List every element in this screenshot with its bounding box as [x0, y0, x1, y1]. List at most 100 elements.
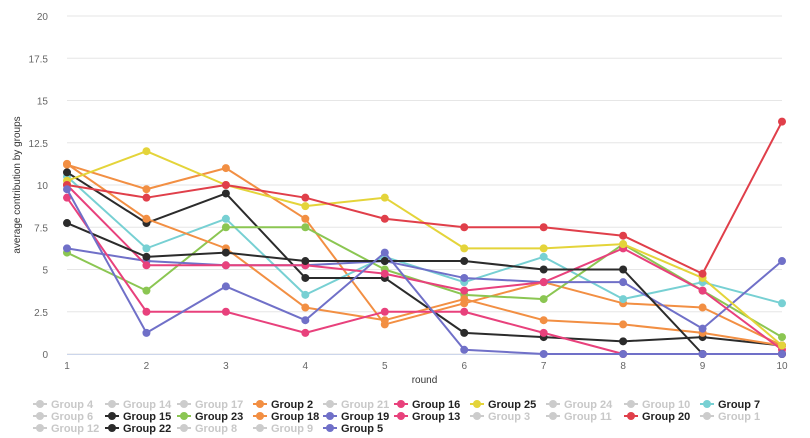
data-point[interactable] [380, 248, 389, 257]
data-point[interactable] [221, 189, 230, 198]
data-point[interactable] [221, 248, 230, 257]
data-point[interactable] [460, 345, 469, 354]
data-point[interactable] [460, 328, 469, 337]
series-group-15[interactable] [63, 168, 786, 350]
data-point[interactable] [380, 316, 389, 325]
legend-item-group-9[interactable]: Group 9 [253, 423, 313, 435]
data-point[interactable] [539, 265, 548, 274]
data-point[interactable] [460, 295, 469, 304]
data-point[interactable] [142, 244, 151, 253]
data-point[interactable] [142, 286, 151, 295]
legend-item-group-15[interactable]: Group 15 [105, 411, 171, 423]
data-point[interactable] [301, 202, 310, 211]
data-point[interactable] [539, 252, 548, 261]
legend-item-group-4[interactable]: Group 4 [33, 399, 94, 411]
legend-item-group-3[interactable]: Group 3 [470, 411, 530, 423]
data-point[interactable] [221, 214, 230, 223]
data-point[interactable] [221, 164, 230, 173]
legend-label[interactable]: Group 14 [123, 399, 172, 411]
data-point[interactable] [63, 185, 71, 194]
legend-item-group-13[interactable]: Group 13 [394, 411, 460, 423]
data-point[interactable] [539, 328, 548, 337]
data-point[interactable] [301, 316, 310, 325]
legend-label[interactable]: Group 11 [564, 411, 612, 423]
legend-label[interactable]: Group 8 [195, 423, 237, 435]
data-point[interactable] [63, 159, 71, 168]
data-point[interactable] [301, 214, 310, 223]
data-point[interactable] [301, 303, 310, 312]
legend-item-group-10[interactable]: Group 10 [624, 399, 690, 411]
legend-label[interactable]: Group 18 [271, 411, 319, 423]
legend-label[interactable]: Group 4 [51, 399, 94, 411]
data-point[interactable] [142, 185, 151, 194]
data-point[interactable] [539, 295, 548, 304]
data-point[interactable] [619, 278, 628, 287]
data-point[interactable] [460, 223, 469, 232]
data-point[interactable] [221, 261, 230, 270]
legend-item-group-16[interactable]: Group 16 [394, 399, 460, 411]
data-point[interactable] [142, 328, 151, 337]
data-point[interactable] [301, 273, 310, 282]
legend-item-group-22[interactable]: Group 22 [105, 423, 171, 435]
legend-item-group-25[interactable]: Group 25 [470, 399, 536, 411]
data-point[interactable] [460, 286, 469, 295]
data-point[interactable] [698, 286, 707, 295]
data-point[interactable] [380, 307, 389, 316]
legend-label[interactable]: Group 19 [341, 411, 389, 423]
data-point[interactable] [619, 337, 628, 346]
data-point[interactable] [539, 244, 548, 253]
data-point[interactable] [778, 333, 786, 342]
data-point[interactable] [778, 117, 786, 126]
data-point[interactable] [63, 219, 71, 228]
data-point[interactable] [301, 223, 310, 232]
legend-label[interactable]: Group 12 [51, 423, 99, 435]
legend-label[interactable]: Group 15 [123, 411, 171, 423]
legend-label[interactable]: Group 7 [718, 399, 760, 411]
data-point[interactable] [778, 299, 786, 308]
legend-item-group-1[interactable]: Group 1 [700, 411, 760, 423]
legend-item-group-5[interactable]: Group 5 [323, 423, 383, 435]
data-point[interactable] [539, 350, 548, 358]
legend-item-group-6[interactable]: Group 6 [33, 411, 93, 423]
legend-label[interactable]: Group 25 [488, 399, 536, 411]
legend-item-group-7[interactable]: Group 7 [700, 399, 760, 411]
legend-item-group-19[interactable]: Group 19 [323, 411, 389, 423]
series-group-20[interactable] [63, 117, 786, 278]
data-point[interactable] [460, 307, 469, 316]
legend-label[interactable]: Group 3 [488, 411, 530, 423]
legend-label[interactable]: Group 10 [642, 399, 690, 411]
legend-label[interactable]: Group 24 [564, 399, 613, 411]
data-point[interactable] [539, 278, 548, 287]
legend-item-group-21[interactable]: Group 21 [323, 399, 389, 411]
legend-label[interactable]: Group 2 [271, 399, 313, 411]
data-point[interactable] [221, 181, 230, 189]
data-point[interactable] [619, 320, 628, 329]
legend-item-group-14[interactable]: Group 14 [105, 399, 172, 411]
data-point[interactable] [142, 147, 151, 156]
data-point[interactable] [221, 307, 230, 316]
data-point[interactable] [380, 269, 389, 278]
legend-item-group-2[interactable]: Group 2 [253, 399, 313, 411]
legend-label[interactable]: Group 17 [195, 399, 243, 411]
data-point[interactable] [63, 193, 71, 202]
data-point[interactable] [619, 350, 628, 358]
legend-label[interactable]: Group 20 [642, 411, 690, 423]
data-point[interactable] [221, 223, 230, 232]
legend-label[interactable]: Group 21 [341, 399, 389, 411]
data-point[interactable] [142, 214, 151, 223]
data-point[interactable] [221, 282, 230, 291]
data-point[interactable] [142, 307, 151, 316]
legend-label[interactable]: Group 1 [718, 411, 760, 423]
data-point[interactable] [301, 257, 310, 266]
data-point[interactable] [380, 257, 389, 266]
data-point[interactable] [63, 244, 71, 253]
legend-label[interactable]: Group 6 [51, 411, 93, 423]
data-point[interactable] [539, 316, 548, 325]
data-point[interactable] [460, 273, 469, 282]
legend-label[interactable]: Group 16 [412, 399, 460, 411]
data-point[interactable] [142, 261, 151, 270]
data-point[interactable] [619, 295, 628, 304]
data-point[interactable] [380, 214, 389, 223]
legend-item-group-12[interactable]: Group 12 [33, 423, 99, 435]
data-point[interactable] [698, 303, 707, 312]
